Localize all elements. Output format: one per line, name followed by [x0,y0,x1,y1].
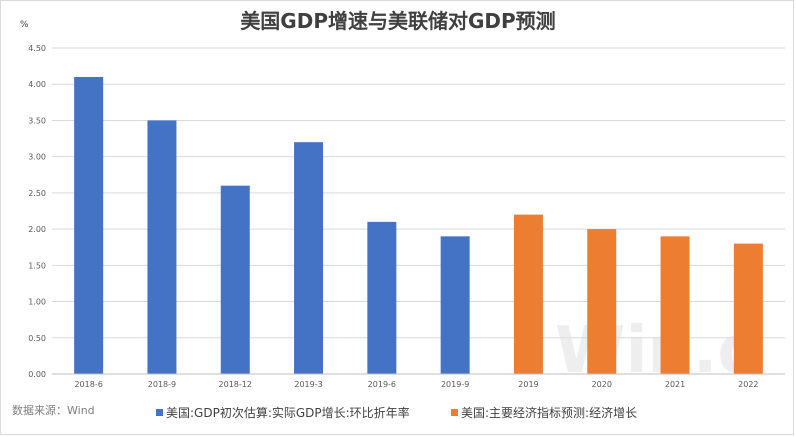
x-tick-label: 2021 [665,380,685,389]
bar-2021-series-2 [660,236,690,374]
bar-2020-series-2 [587,229,617,374]
y-tick-label: 3.00 [28,153,46,162]
y-tick-label: 4.50 [28,44,46,53]
y-tick-label: 3.50 [28,116,46,125]
x-axis-ticks: 2018-6 2018-9 2018-12 2019-3 2019-6 2019-9 201… [74,380,758,389]
y-tick-label: 1.50 [28,261,46,270]
bar-2019-9-series-1 [440,236,470,374]
y-tick-label: 0.50 [28,334,46,343]
y-tick-label: 2.50 [28,189,46,198]
y-tick-label: 4.00 [28,80,46,89]
bar-2019-series-2 [513,214,543,374]
bar-2019-3-series-1 [294,142,324,374]
chart-title: 美国GDP增速与美联储对GDP预测 [240,9,555,33]
y-tick-label: 2.00 [28,225,46,234]
x-tick-label: 2019-3 [294,380,322,389]
y-axis-unit: % [20,20,29,30]
bar-2018-12-series-1 [220,185,250,374]
legend-label: 美国:GDP初次估算:实际GDP增长:环比折年率 [166,405,410,420]
bar-2022-series-2 [733,243,763,374]
legend-label: 美国:主要经济指标预测:经济增长 [461,405,637,420]
x-tick-label: 2020 [592,380,612,389]
x-tick-label: 2019-9 [441,380,469,389]
x-tick-label: 2019-6 [368,380,396,389]
y-tick-label: 0.00 [28,370,46,379]
bars [74,76,763,374]
legend-swatch [156,409,163,416]
bar-2018-9-series-1 [147,120,177,374]
bar-2018-6-series-1 [74,76,104,374]
legend-swatch [451,409,458,416]
watermark: Win.d [555,314,763,388]
x-tick-label: 2018-6 [74,380,102,389]
source-note: 数据来源：Wind [12,403,95,417]
y-axis-ticks: 0.00 0.50 1.00 1.50 2.00 2.50 3.00 3.50 4.00 4.50 [28,44,46,379]
x-tick-label: 2018-9 [148,380,176,389]
x-tick-label: 2022 [738,380,758,389]
x-tick-label: 2018-12 [219,380,252,389]
legend: 美国:GDP初次估算:实际GDP增长:环比折年率 美国:主要经济指标预测:经济增长 [156,405,637,420]
y-tick-label: 1.00 [28,298,46,307]
x-tick-label: 2019 [518,380,538,389]
bar-2019-6-series-1 [367,221,397,374]
